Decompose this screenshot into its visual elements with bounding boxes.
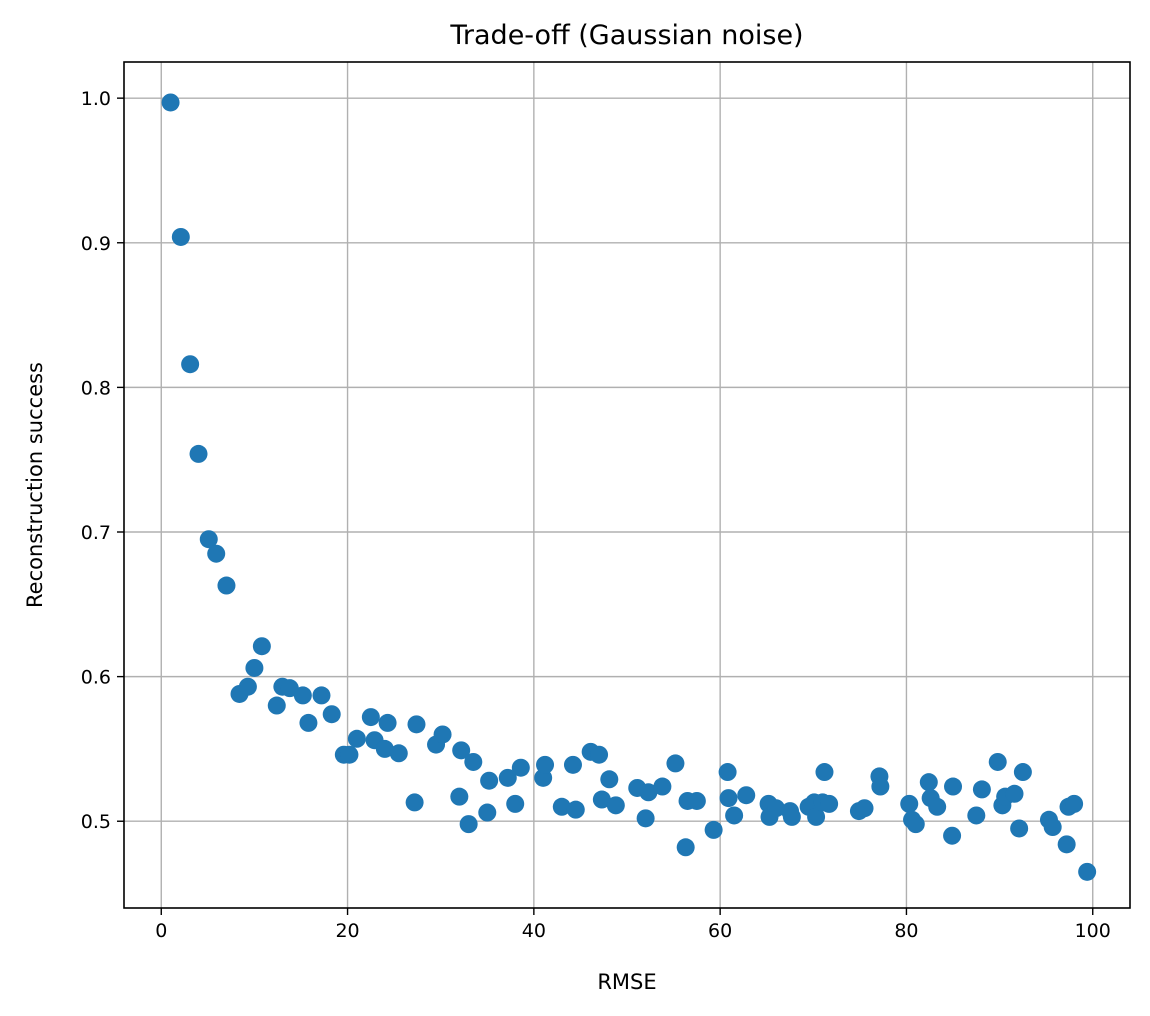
data-point [653, 777, 672, 796]
data-point [299, 713, 318, 732]
x-tick-label: 40 [522, 920, 546, 942]
data-point [725, 806, 744, 825]
data-point [1078, 862, 1097, 881]
data-point [498, 768, 517, 787]
x-tick-label: 80 [894, 920, 918, 942]
data-point [988, 752, 1007, 771]
data-point [592, 790, 611, 809]
data-point [639, 783, 658, 802]
data-point [666, 754, 685, 773]
y-tick-label: 0.7 [81, 522, 111, 544]
x-tick-label: 20 [335, 920, 359, 942]
data-point [919, 773, 938, 792]
grid-lines [124, 62, 1130, 908]
data-point [820, 794, 839, 813]
data-point [378, 713, 397, 732]
data-point [704, 820, 723, 839]
data-point [815, 763, 834, 782]
chart-title: Trade-off (Gaussian noise) [449, 20, 803, 51]
x-tick-label: 60 [708, 920, 732, 942]
data-point [252, 637, 271, 656]
data-point [767, 799, 786, 818]
data-point [375, 739, 394, 758]
data-point [405, 793, 424, 812]
y-axis-ticks: 0.5 0.6 0.7 0.8 0.9 1.0 [81, 88, 124, 833]
x-axis-label: RMSE [597, 970, 656, 994]
data-points [161, 93, 1097, 881]
data-point [718, 763, 737, 782]
y-tick-label: 0.5 [81, 811, 111, 833]
data-point [1013, 763, 1032, 782]
data-point [536, 755, 555, 774]
data-point [967, 806, 986, 825]
data-point [407, 715, 426, 734]
data-point [807, 807, 826, 826]
data-point [552, 797, 571, 816]
data-point [238, 677, 257, 696]
data-point [737, 786, 756, 805]
data-point [972, 780, 991, 799]
data-point [433, 725, 452, 744]
y-tick-label: 0.9 [81, 233, 111, 255]
x-tick-label: 100 [1075, 920, 1111, 942]
data-point [267, 696, 286, 715]
data-point [563, 755, 582, 774]
data-point [676, 838, 695, 857]
data-point [199, 530, 218, 549]
data-point [322, 705, 341, 724]
y-tick-label: 0.6 [81, 667, 111, 689]
data-point [566, 800, 585, 819]
plot-frame [123, 61, 1131, 909]
data-point [590, 745, 609, 764]
data-point [511, 758, 530, 777]
data-point [480, 771, 499, 790]
data-point [293, 686, 312, 705]
y-tick-label: 0.8 [81, 377, 111, 399]
data-point [459, 815, 478, 834]
data-point [600, 770, 619, 789]
data-point [1057, 835, 1076, 854]
data-point [161, 93, 180, 112]
data-point [943, 826, 962, 845]
data-point [361, 708, 380, 727]
data-point [452, 741, 471, 760]
data-point [389, 744, 408, 763]
data-point [719, 789, 738, 808]
data-point [928, 797, 947, 816]
data-point [900, 794, 919, 813]
data-point [636, 809, 655, 828]
data-point [464, 752, 483, 771]
y-tick-label: 1.0 [81, 88, 111, 110]
data-point [1005, 784, 1024, 803]
data-point [207, 544, 226, 563]
data-point [906, 815, 925, 834]
data-point [606, 796, 625, 815]
data-point [1010, 819, 1029, 838]
data-point [1065, 794, 1084, 813]
data-point [506, 794, 525, 813]
x-tick-label: 0 [155, 920, 167, 942]
data-point [782, 807, 801, 826]
data-point [450, 787, 469, 806]
data-point [687, 791, 706, 810]
data-point [855, 799, 874, 818]
data-point [189, 444, 208, 463]
data-point [871, 777, 890, 796]
data-point [245, 658, 264, 677]
data-point [171, 227, 190, 246]
data-point [312, 686, 331, 705]
data-point [217, 576, 236, 595]
data-point [347, 729, 366, 748]
data-point [944, 777, 963, 796]
data-point [478, 803, 497, 822]
y-axis-label: Reconstruction success [23, 362, 47, 608]
data-point [181, 355, 200, 374]
data-point [340, 745, 359, 764]
data-point [1043, 818, 1062, 837]
x-axis-ticks: 0 20 40 60 80 100 [155, 908, 1111, 942]
